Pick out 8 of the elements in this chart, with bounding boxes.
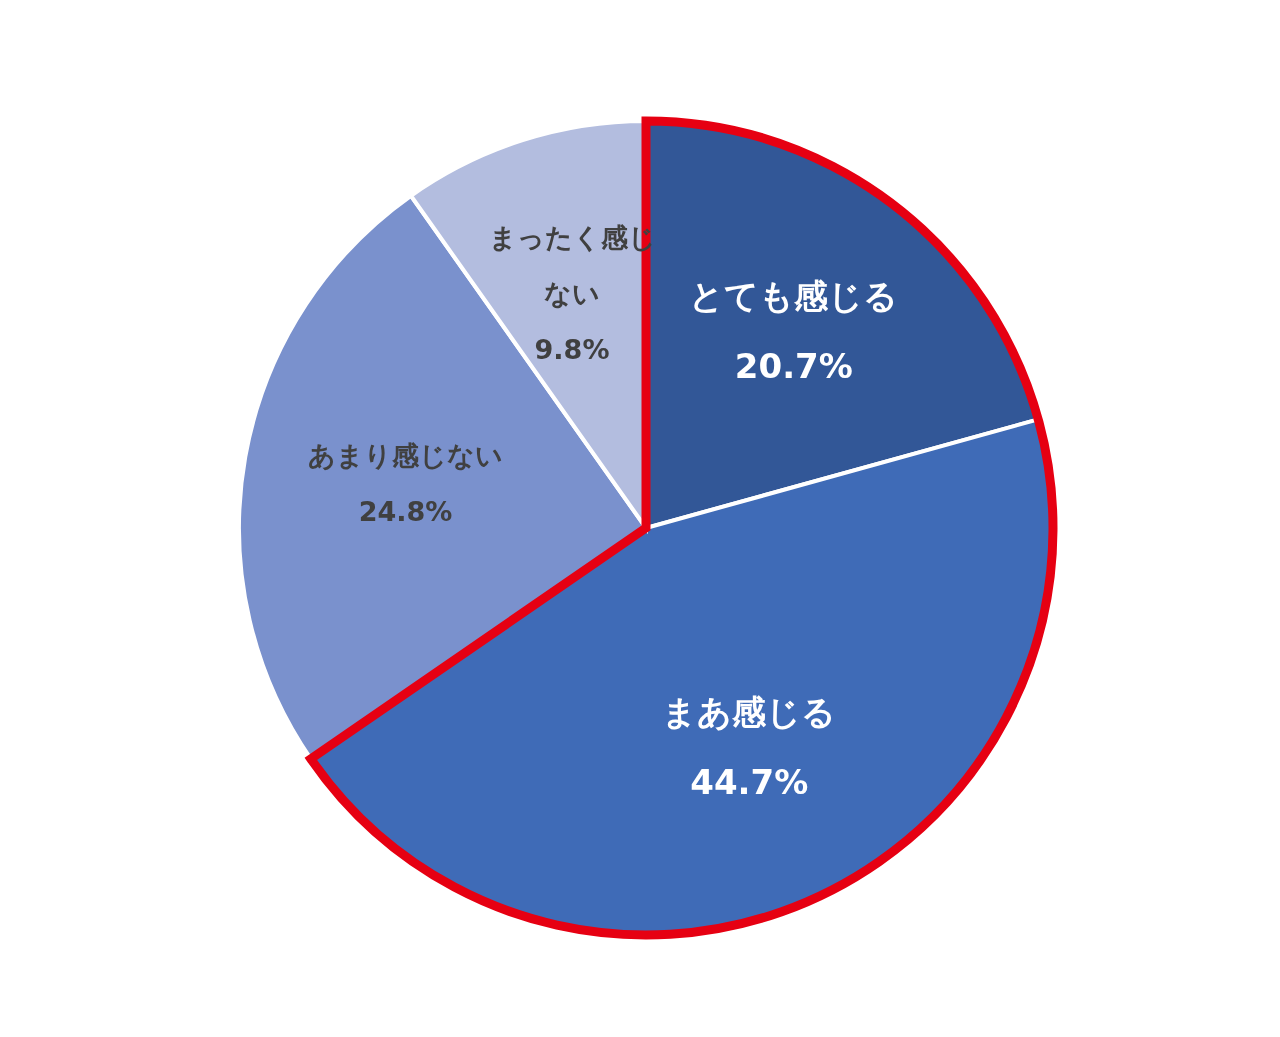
slice-label: まあ感じる <box>662 691 837 732</box>
slice-label: あまり感じない <box>308 439 504 471</box>
data-label: 44.7% <box>690 761 809 802</box>
slice-label: とても感じる <box>689 276 899 317</box>
slice-label: まったく感じない <box>488 221 656 309</box>
data-label: 20.7% <box>734 346 853 387</box>
data-label: 24.8% <box>358 495 453 527</box>
data-label: 9.8% <box>534 333 610 365</box>
